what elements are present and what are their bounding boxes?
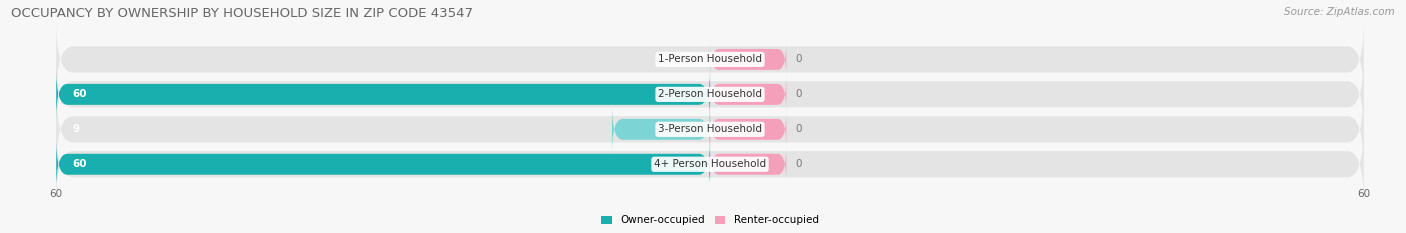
Legend: Owner-occupied, Renter-occupied: Owner-occupied, Renter-occupied bbox=[598, 211, 823, 230]
Text: OCCUPANCY BY OWNERSHIP BY HOUSEHOLD SIZE IN ZIP CODE 43547: OCCUPANCY BY OWNERSHIP BY HOUSEHOLD SIZE… bbox=[11, 7, 474, 20]
FancyBboxPatch shape bbox=[56, 55, 1364, 134]
FancyBboxPatch shape bbox=[710, 42, 786, 77]
Text: 60: 60 bbox=[73, 89, 87, 99]
FancyBboxPatch shape bbox=[56, 20, 1364, 99]
FancyBboxPatch shape bbox=[710, 112, 786, 147]
Text: Source: ZipAtlas.com: Source: ZipAtlas.com bbox=[1284, 7, 1395, 17]
Text: 60: 60 bbox=[73, 159, 87, 169]
Text: 3-Person Household: 3-Person Household bbox=[658, 124, 762, 134]
FancyBboxPatch shape bbox=[56, 70, 710, 119]
Text: 0: 0 bbox=[693, 55, 699, 64]
FancyBboxPatch shape bbox=[710, 147, 786, 182]
FancyBboxPatch shape bbox=[56, 125, 1364, 204]
Text: 0: 0 bbox=[794, 159, 801, 169]
FancyBboxPatch shape bbox=[612, 105, 710, 154]
Text: 2-Person Household: 2-Person Household bbox=[658, 89, 762, 99]
Text: 0: 0 bbox=[794, 89, 801, 99]
FancyBboxPatch shape bbox=[56, 90, 1364, 169]
FancyBboxPatch shape bbox=[56, 140, 710, 189]
Text: 1-Person Household: 1-Person Household bbox=[658, 55, 762, 64]
Text: 0: 0 bbox=[794, 124, 801, 134]
Text: 9: 9 bbox=[73, 124, 80, 134]
Text: 4+ Person Household: 4+ Person Household bbox=[654, 159, 766, 169]
FancyBboxPatch shape bbox=[710, 77, 786, 112]
Text: 0: 0 bbox=[794, 55, 801, 64]
